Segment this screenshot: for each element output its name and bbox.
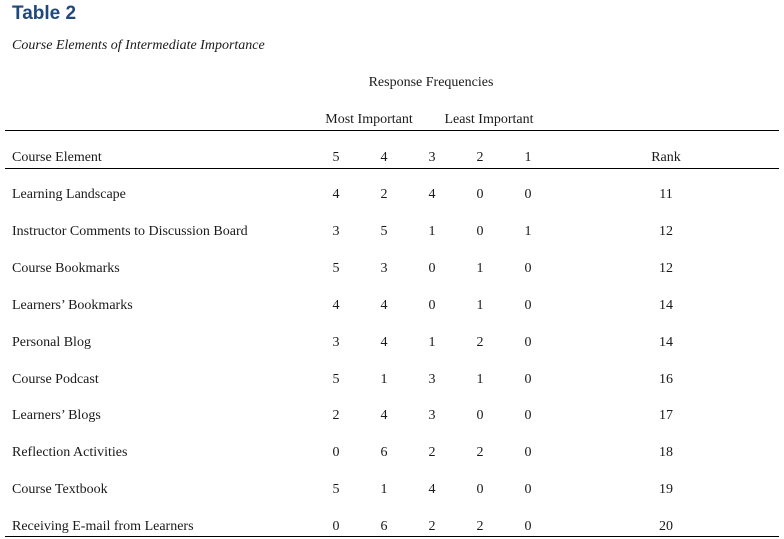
cell-rank: 12 [659, 224, 673, 239]
cell-count-4: 2 [380, 187, 388, 202]
cell-count-1: 0 [524, 482, 532, 497]
cell-count-4: 3 [380, 261, 388, 276]
cell-count-1: 0 [524, 445, 532, 460]
cell-course-element: Course Podcast [12, 372, 99, 387]
cell-course-element: Instructor Comments to Discussion Board [12, 224, 248, 239]
cell-count-4: 4 [380, 298, 388, 313]
cell-count-1: 0 [524, 335, 532, 350]
cell-course-element: Personal Blog [12, 335, 91, 350]
cell-count-5: 5 [332, 482, 340, 497]
bottom-rule [5, 536, 779, 537]
column-header-5: 5 [332, 150, 340, 165]
cell-count-2: 2 [476, 519, 484, 534]
cell-count-2: 2 [476, 445, 484, 460]
most-important-label: Most Important [325, 112, 413, 127]
cell-count-4: 6 [380, 445, 388, 460]
column-header-course-element: Course Element [12, 150, 102, 165]
least-important-label: Least Important [444, 112, 534, 127]
cell-course-element: Course Bookmarks [12, 261, 120, 276]
response-frequencies-header: Response Frequencies [368, 75, 494, 90]
cell-count-4: 4 [380, 408, 388, 423]
cell-count-1: 0 [524, 408, 532, 423]
cell-count-3: 0 [428, 261, 436, 276]
cell-count-5: 3 [332, 224, 340, 239]
cell-count-2: 1 [476, 298, 484, 313]
cell-count-5: 5 [332, 261, 340, 276]
cell-count-3: 2 [428, 519, 436, 534]
cell-count-5: 2 [332, 408, 340, 423]
cell-count-3: 3 [428, 408, 436, 423]
cell-count-5: 3 [332, 335, 340, 350]
cell-count-5: 5 [332, 372, 340, 387]
cell-rank: 18 [659, 445, 673, 460]
cell-rank: 14 [659, 335, 673, 350]
cell-count-3: 4 [428, 187, 436, 202]
cell-count-3: 3 [428, 372, 436, 387]
cell-count-3: 1 [428, 224, 436, 239]
cell-course-element: Learners’ Blogs [12, 408, 101, 423]
column-header-2: 2 [476, 150, 484, 165]
cell-count-4: 5 [380, 224, 388, 239]
cell-rank: 12 [659, 261, 673, 276]
cell-count-4: 1 [380, 372, 388, 387]
cell-rank: 20 [659, 519, 673, 534]
cell-count-3: 2 [428, 445, 436, 460]
cell-count-4: 6 [380, 519, 388, 534]
cell-course-element: Learners’ Bookmarks [12, 298, 133, 313]
cell-count-1: 1 [524, 224, 532, 239]
cell-count-4: 4 [380, 335, 388, 350]
cell-count-1: 0 [524, 187, 532, 202]
cell-count-5: 4 [332, 187, 340, 202]
cell-count-1: 0 [524, 372, 532, 387]
table-title: Table 2 [12, 3, 77, 24]
cell-count-3: 4 [428, 482, 436, 497]
cell-count-1: 0 [524, 298, 532, 313]
cell-count-3: 1 [428, 335, 436, 350]
cell-course-element: Reflection Activities [12, 445, 128, 460]
cell-count-2: 1 [476, 372, 484, 387]
cell-count-2: 0 [476, 224, 484, 239]
cell-count-3: 0 [428, 298, 436, 313]
table-caption: Course Elements of Intermediate Importan… [12, 38, 265, 53]
cell-rank: 17 [659, 408, 673, 423]
cell-count-2: 0 [476, 482, 484, 497]
column-header-1: 1 [524, 150, 532, 165]
cell-rank: 11 [659, 187, 673, 202]
cell-count-2: 0 [476, 187, 484, 202]
cell-rank: 14 [659, 298, 673, 313]
cell-rank: 19 [659, 482, 673, 497]
cell-count-4: 1 [380, 482, 388, 497]
column-header-4: 4 [380, 150, 388, 165]
top-rule [5, 130, 779, 131]
cell-count-5: 4 [332, 298, 340, 313]
cell-count-2: 1 [476, 261, 484, 276]
header-rule [5, 168, 779, 169]
cell-count-1: 0 [524, 519, 532, 534]
cell-count-1: 0 [524, 261, 532, 276]
cell-course-element: Learning Landscape [12, 187, 126, 202]
cell-count-2: 0 [476, 408, 484, 423]
column-header-rank: Rank [651, 150, 681, 165]
cell-course-element: Receiving E-mail from Learners [12, 519, 194, 534]
column-header-3: 3 [428, 150, 436, 165]
cell-course-element: Course Textbook [12, 482, 108, 497]
cell-count-2: 2 [476, 335, 484, 350]
cell-count-5: 0 [332, 445, 340, 460]
cell-count-5: 0 [332, 519, 340, 534]
cell-rank: 16 [659, 372, 673, 387]
